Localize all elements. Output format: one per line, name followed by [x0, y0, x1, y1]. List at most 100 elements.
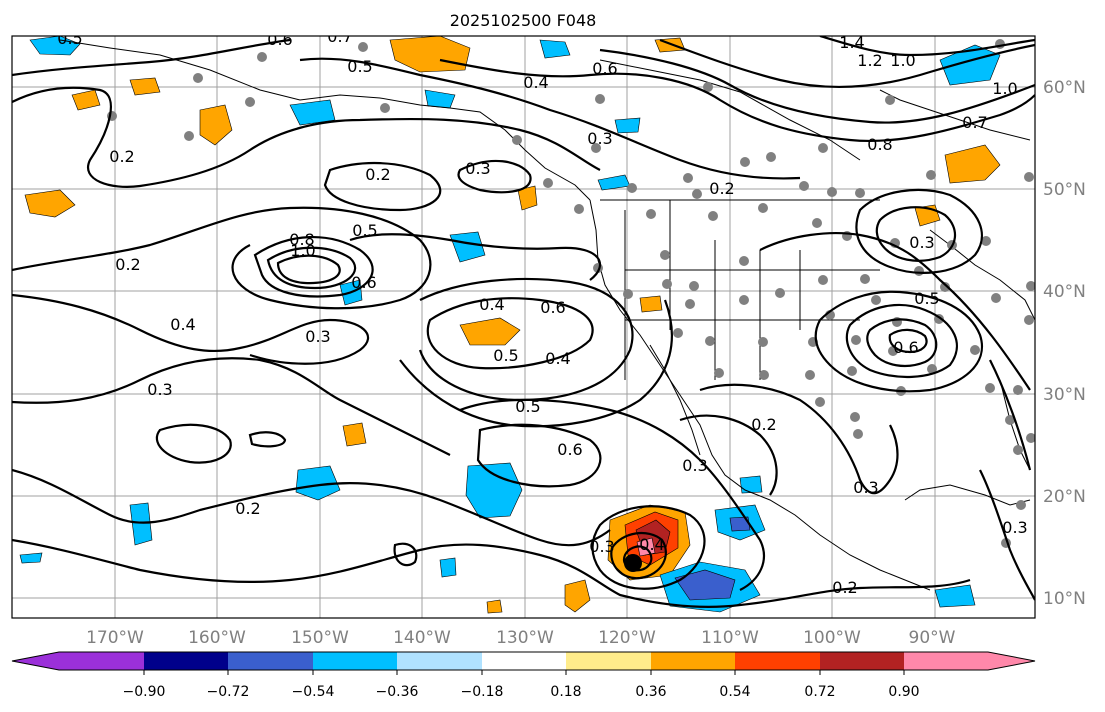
contour-label: 0.3: [147, 380, 172, 399]
anomaly-patch: [539, 39, 571, 59]
contour-label: 0.7: [327, 27, 352, 46]
lat-tick-label: 10°N: [1043, 589, 1086, 609]
contour-label: 0.2: [365, 165, 390, 184]
colorbar-tick-label: −0.90: [123, 684, 166, 700]
contour-label: 0.4: [545, 349, 570, 368]
colorbar-tick-label: −0.18: [461, 684, 504, 700]
anomaly-patch: [639, 295, 663, 313]
contour-label: 0.2: [709, 179, 734, 198]
map-area: [12, 36, 1035, 618]
anomaly-patch: [439, 557, 457, 578]
contour-label: 0.3: [1002, 518, 1027, 537]
contour-label: 0.5: [57, 29, 82, 48]
contour-label: 0.2: [751, 415, 776, 434]
map-frame: [11, 35, 1036, 619]
anomaly-patch: [342, 422, 367, 447]
lat-tick-label: 20°N: [1043, 487, 1086, 507]
contour-label: 0.2: [235, 499, 260, 518]
colorbar-segment: [144, 652, 228, 670]
contour-label: 0.6: [893, 338, 918, 357]
contour-label: 0.4: [479, 295, 504, 314]
colorbar-tick-label: −0.36: [376, 684, 419, 700]
colorbar-segment: [566, 652, 651, 670]
colorbar-segment: [482, 652, 566, 670]
lat-tick-label: 30°N: [1043, 385, 1086, 405]
contour-label: 0.3: [853, 478, 878, 497]
contour-labels: 0.5 0.7 0.6 0.5 0.4 0.6 1.4 1.2 1.0 1.0 …: [57, 27, 1027, 597]
colorbar-tick-label: 0.72: [804, 684, 835, 700]
anomaly-patch: [564, 579, 591, 613]
colorbar-segment: [12, 652, 59, 670]
longitude-axis: 170°W 160°W 150°W 140°W 130°W 120°W 110°…: [86, 628, 956, 648]
colorbar-segment: [820, 652, 904, 670]
anomaly-patch: [449, 231, 486, 263]
anomaly-patch: [654, 37, 686, 53]
colorbar-tick-label: 0.18: [550, 684, 581, 700]
colorbar-segment: [651, 652, 735, 670]
colorbar-tick-label: −0.72: [207, 684, 250, 700]
contour-label: 0.6: [592, 59, 617, 78]
lon-tick-label: 120°W: [598, 628, 656, 648]
colorbar-segment: [735, 652, 820, 670]
colorbar-tick-label: 0.90: [888, 684, 919, 700]
colorbar-tick-label: −0.54: [292, 684, 335, 700]
anomaly-patch: [517, 185, 538, 211]
lon-tick-label: 90°W: [909, 628, 956, 648]
contour-label: 0.6: [267, 30, 292, 49]
colorbar-tick-label: 0.54: [719, 684, 750, 700]
lon-tick-label: 160°W: [188, 628, 246, 648]
contour-label: 1.2: [857, 51, 882, 70]
contour-label: 0.2: [832, 578, 857, 597]
lon-tick-label: 100°W: [803, 628, 861, 648]
anomaly-patch: [486, 599, 503, 614]
contour-label: 0.5: [352, 221, 377, 240]
contour-label: 0.3: [909, 233, 934, 252]
colorbar-tick-label: 0.36: [635, 684, 666, 700]
contour-label: 0.8: [289, 230, 314, 249]
anomaly-patch: [739, 475, 763, 494]
contour-label: 0.6: [557, 440, 582, 459]
figure-title: 2025102500 F048: [450, 11, 597, 30]
colorbar-segment: [228, 652, 313, 670]
anomaly-patch: [614, 117, 641, 134]
lon-tick-label: 140°W: [393, 628, 451, 648]
colorbar: −0.90 −0.72 −0.54 −0.36 −0.18 0.18 0.36 …: [11, 651, 1036, 700]
anomaly-patch: [465, 462, 523, 519]
anomaly-patch: [71, 89, 101, 111]
contour-label: 0.5: [914, 289, 939, 308]
anomaly-patch: [729, 516, 751, 532]
contour-label: 1.0: [890, 51, 915, 70]
colorbar-segment: [397, 652, 482, 670]
anomaly-patch: [944, 144, 1001, 184]
contour-label: 1.0: [290, 241, 315, 260]
contour-label: 0.2: [109, 147, 134, 166]
anomaly-patch: [289, 99, 336, 126]
anomaly-patch: [939, 44, 1001, 86]
anomaly-patch: [199, 104, 233, 146]
colorbar-segment: [904, 652, 988, 670]
contour-label: 0.3: [589, 537, 614, 556]
contour-label: 0.4: [170, 315, 195, 334]
contour-label: 0.3: [682, 456, 707, 475]
contour-label: 1.0: [992, 79, 1017, 98]
lat-tick-label: 50°N: [1043, 180, 1086, 200]
contour-label: 0.3: [305, 327, 330, 346]
contour-label: 0.7: [962, 113, 987, 132]
colorbar-segment: [313, 652, 397, 670]
contour-label: 0.6: [540, 298, 565, 317]
contour-label: 0.5: [515, 397, 540, 416]
colorbar-ticks: [143, 670, 905, 675]
contour-label: 0.6: [351, 273, 376, 292]
contour-label: 0.5: [493, 346, 518, 365]
lon-tick-label: 150°W: [291, 628, 349, 648]
colorbar-segment: [59, 652, 144, 670]
anomaly-patch: [129, 502, 153, 546]
contour-label: 0.5: [347, 57, 372, 76]
colorbar-outline: [11, 651, 1036, 671]
lon-tick-label: 130°W: [496, 628, 554, 648]
lat-tick-label: 40°N: [1043, 282, 1086, 302]
anomaly-patch: [129, 77, 161, 96]
contour-lines: [12, 36, 1035, 609]
anomaly-patch: [459, 317, 521, 346]
